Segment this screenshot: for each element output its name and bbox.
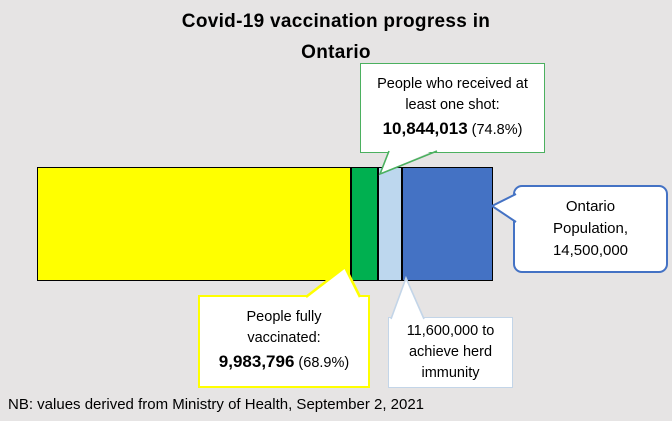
callout-herd-immunity-text-line-1: 11,600,000 to — [406, 323, 495, 339]
footnote: NB: values derived from Ministry of Heal… — [8, 396, 425, 413]
bar-segment-fully-vaccinated — [37, 167, 351, 281]
callout-fully-vaccinated-text-line-2: vaccinated: — [247, 330, 321, 346]
bar-segment-one-shot — [350, 167, 379, 281]
callout-ontario-population: Ontario Population, 14,500,000 — [513, 185, 668, 273]
callout-population-text-line-2: Population, — [552, 220, 629, 237]
callout-population-text-line-1: Ontario — [565, 198, 616, 215]
callout-herd-immunity-text-line-2: achieve herd — [408, 344, 493, 360]
one-shot-percentage: (74.8%) — [471, 121, 523, 138]
stacked-bar — [37, 167, 493, 281]
callout-one-shot: People who received at least one shot: 1… — [360, 63, 545, 153]
callout-fully-vaccinated: People fully vaccinated: 9,983,796 (68.9%… — [198, 295, 370, 388]
callout-herd-immunity-text-line-3: immunity — [421, 365, 480, 381]
fully-vaccinated-value: 9,983,796 — [218, 352, 295, 371]
bar-segment-remaining-population — [401, 167, 493, 281]
chart-title-line-2: Ontario — [301, 42, 371, 63]
callout-one-shot-text-line-1: People who received at — [377, 75, 528, 92]
callout-population-text-line-3: 14,500,000 — [552, 242, 629, 259]
one-shot-value: 10,844,013 — [382, 118, 468, 138]
bar-segment-herd-immunity-gap — [378, 167, 402, 281]
chart-title-line-1: Covid-19 vaccination progress in — [181, 11, 491, 32]
fully-vaccinated-percentage: (68.9%) — [298, 355, 350, 371]
callout-herd-immunity: 11,600,000 to achieve herd immunity — [388, 317, 513, 388]
callout-tail-herd-immunity — [390, 275, 425, 320]
callout-fully-vaccinated-text-line-1: People fully — [246, 309, 322, 325]
callout-one-shot-text-line-2: least one shot: — [405, 96, 500, 113]
callout-one-shot-value-line: 10,844,013 (74.8%) — [383, 116, 523, 143]
callout-fully-vaccinated-value-line: 9,983,796 (68.9%) — [219, 349, 349, 376]
chart-title: Covid-19 vaccination progress in Ontario — [0, 6, 672, 68]
